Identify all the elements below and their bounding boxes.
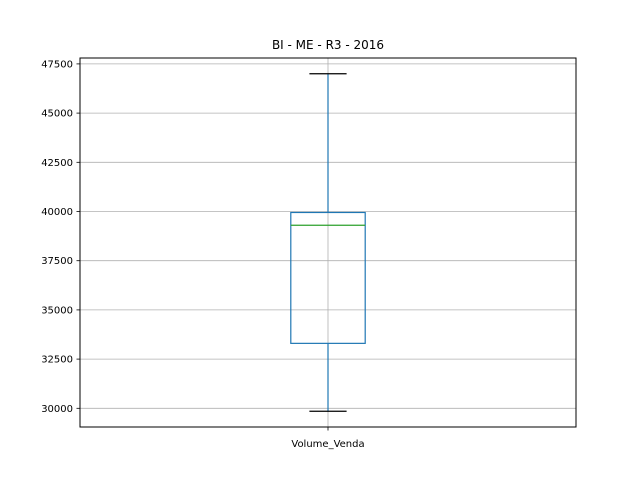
box-series [290,73,366,412]
iqr-box [290,211,366,344]
y-tick-label: 47500 [41,59,73,70]
y-tick-label: 42500 [41,158,73,169]
y-tick-label: 32500 [41,355,73,366]
y-tick-label: 37500 [41,256,73,267]
x-tick-label: Volume_Venda [291,439,364,450]
x-axis: Volume_Venda [291,427,365,450]
y-tick-label: 35000 [41,305,73,316]
y-axis: 30000 32500 35000 37500 40000 42500 45000 47500 [41,59,80,415]
y-tick-label: 40000 [41,207,73,218]
y-tick-label: 30000 [41,404,73,415]
chart-title: BI - ME - R3 - 2016 [272,38,384,52]
plot-frame [79,57,577,428]
y-tick-label: 45000 [41,109,73,120]
